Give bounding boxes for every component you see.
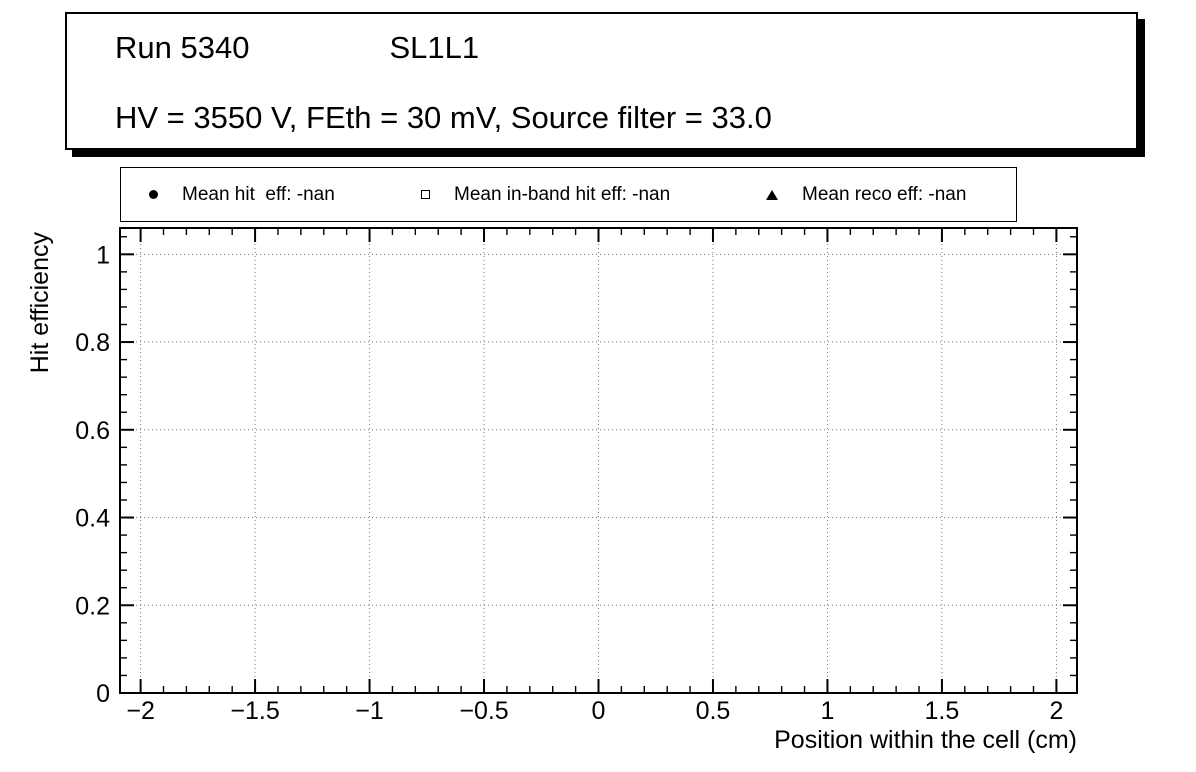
y-axis-title: Hit efficiency xyxy=(26,232,54,374)
x-tick-label: 0.5 xyxy=(696,697,731,725)
legend-label-mean-reco-eff: Mean reco eff: -nan xyxy=(802,183,967,205)
legend-box: Mean hit eff: -nan Mean in-band hit eff:… xyxy=(120,167,1017,222)
x-tick-label: −2 xyxy=(126,697,155,725)
legend-entry-mean-hit-eff: Mean hit eff: -nan xyxy=(149,168,335,221)
filled-triangle-marker-icon xyxy=(766,189,778,200)
legend-label-mean-inband-hit-eff: Mean in-band hit eff: -nan xyxy=(454,183,671,205)
y-tick-label: 0.4 xyxy=(75,505,110,533)
title-line-run: Run 5340 SL1L1 xyxy=(115,30,1136,66)
legend-entry-mean-inband-hit-eff: Mean in-band hit eff: -nan xyxy=(421,168,670,221)
x-tick-label: −1 xyxy=(355,697,384,725)
conditions-label: HV = 3550 V, FEth = 30 mV, Source filter… xyxy=(115,100,772,135)
legend-entry-mean-reco-eff: Mean reco eff: -nan xyxy=(766,168,966,221)
y-tick-label: 0.2 xyxy=(75,592,110,620)
filled-circle-marker-icon xyxy=(149,190,158,199)
x-tick-label: 0 xyxy=(592,697,606,725)
y-tick-label: 0 xyxy=(96,680,110,708)
legend-label-mean-hit-eff: Mean hit eff: -nan xyxy=(182,183,335,205)
x-tick-label: −1.5 xyxy=(230,697,279,725)
x-tick-label: 2 xyxy=(1049,697,1063,725)
run-label: Run 5340 xyxy=(115,30,250,65)
x-axis-title: Position within the cell (cm) xyxy=(774,726,1077,754)
open-square-marker-icon xyxy=(421,190,430,199)
plot-title-box: Run 5340 SL1L1 HV = 3550 V, FEth = 30 mV… xyxy=(65,12,1138,150)
y-tick-label: 0.6 xyxy=(75,417,110,445)
x-tick-label: −0.5 xyxy=(459,697,508,725)
x-tick-label: 1.5 xyxy=(925,697,960,725)
chamber-label: SL1L1 xyxy=(389,30,480,65)
y-tick-label: 1 xyxy=(96,241,110,269)
y-tick-label: 0.8 xyxy=(75,329,110,357)
x-tick-label: 1 xyxy=(820,697,834,725)
